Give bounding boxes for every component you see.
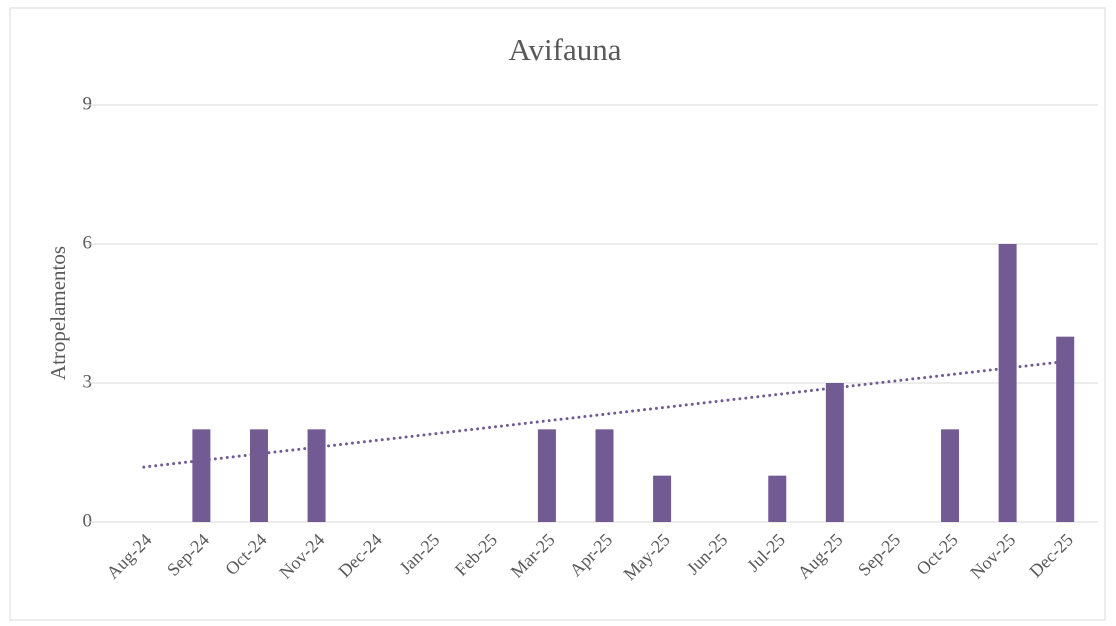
chart-title: Avifauna: [508, 32, 621, 67]
bar: [307, 429, 326, 522]
bar: [537, 429, 556, 522]
bar: [653, 475, 672, 522]
trendline: [142, 359, 1067, 469]
chart-frame: [9, 7, 1106, 621]
bar: [595, 429, 614, 522]
y-tick-label: 0: [83, 510, 93, 531]
bar: [941, 429, 960, 522]
bar: [825, 383, 844, 522]
bar: [998, 244, 1017, 522]
y-tick-label: 3: [83, 371, 93, 392]
bar: [192, 429, 211, 522]
y-tick-label: 9: [83, 93, 93, 114]
bar: [768, 475, 787, 522]
bar: [249, 429, 268, 522]
y-tick-label: 6: [83, 232, 93, 253]
y-axis-label: Atropelamentos: [46, 246, 70, 380]
bar: [1056, 336, 1075, 522]
